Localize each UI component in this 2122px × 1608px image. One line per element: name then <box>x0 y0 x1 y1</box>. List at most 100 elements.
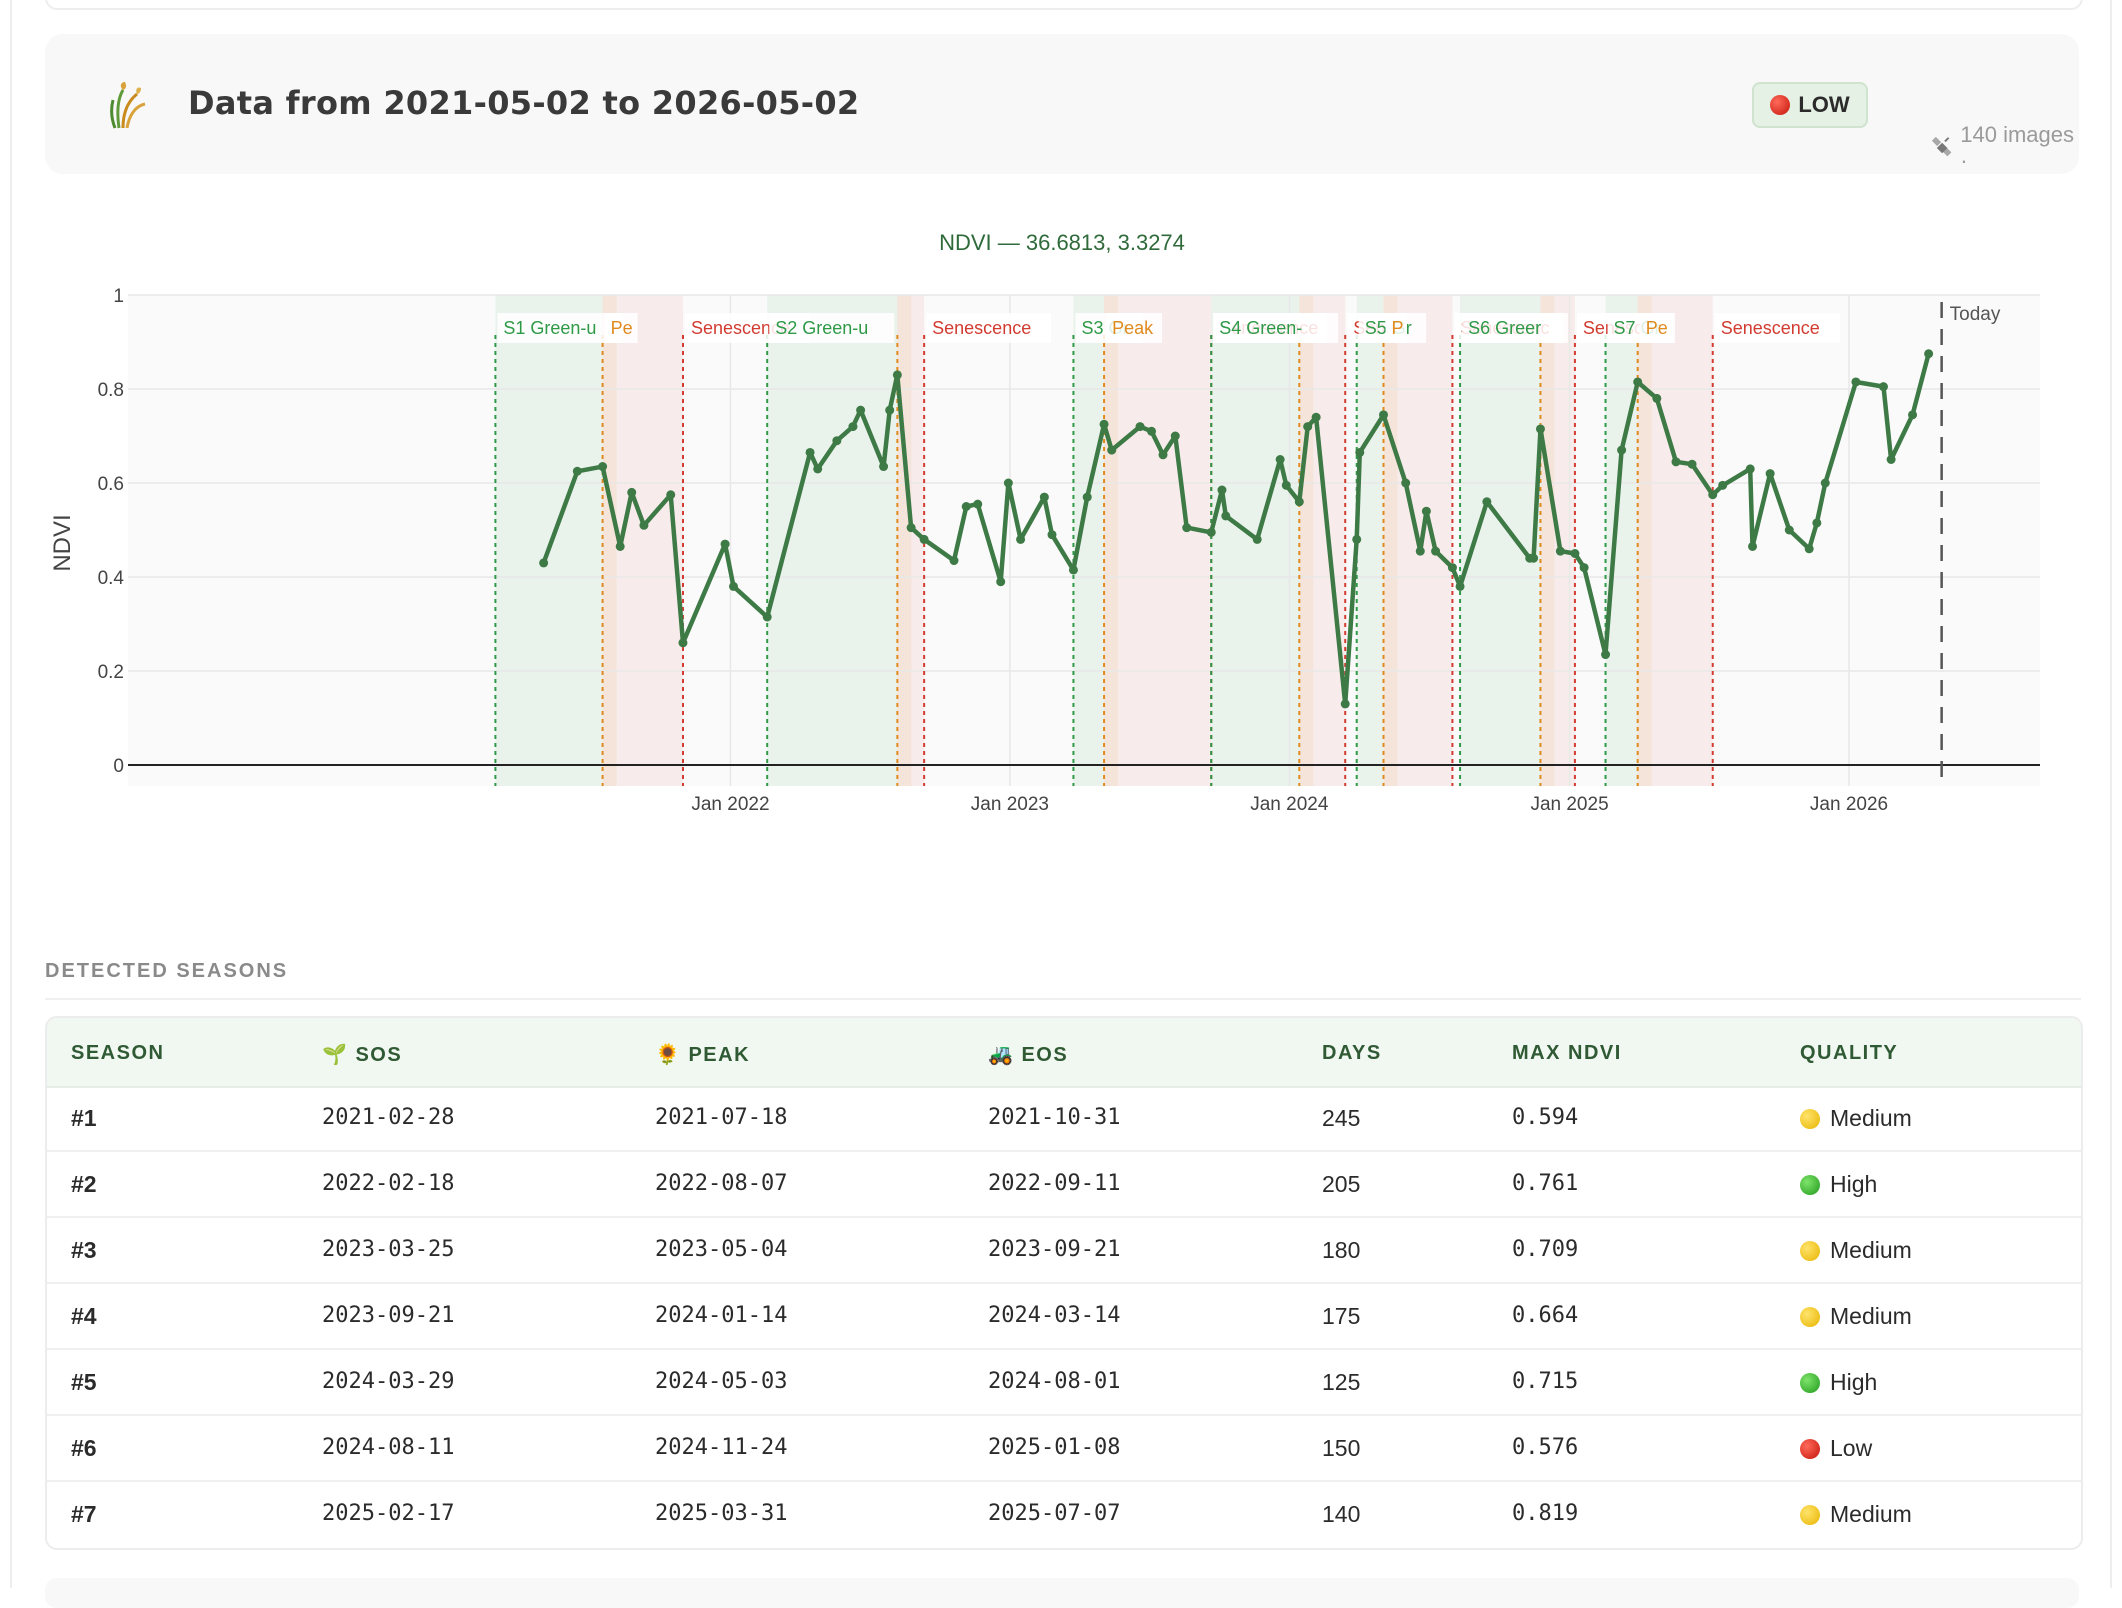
table-row: #3 2023-03-25 2023-05-04 2023-09-21 180 0.709… <box>47 1218 2081 1284</box>
ndvi-point <box>1252 534 1262 544</box>
ndvi-point <box>1107 445 1117 455</box>
ndvi-point <box>572 466 582 476</box>
page-right-border <box>2110 0 2112 1588</box>
ndvi-point <box>1687 459 1697 469</box>
quality-label: Low <box>1830 1435 1873 1461</box>
ndvi-point <box>1718 480 1728 490</box>
season-label-background <box>497 313 623 343</box>
ndvi-point <box>1281 480 1291 490</box>
ndvi-point <box>615 541 625 551</box>
season-label: Senescence <box>932 318 1031 338</box>
y-tick-label: 0.4 <box>98 568 125 589</box>
ndvi-series <box>539 349 1934 709</box>
green-up-band <box>495 295 603 786</box>
ndvi-point <box>1221 511 1231 521</box>
cell-quality: High <box>1800 1171 1877 1198</box>
cell-days: 180 <box>1322 1237 1361 1263</box>
cell-quality: High <box>1800 1369 1877 1396</box>
ndvi-point <box>1016 534 1026 544</box>
season-label: S6 Greer <box>1468 318 1541 338</box>
ndvi-point <box>1908 410 1918 420</box>
cell-sos: 2023-09-21 <box>322 1303 455 1328</box>
ndvi-point <box>1039 492 1049 502</box>
cell-sos: 2025-02-17 <box>322 1501 455 1526</box>
y-axis-label: NDVI <box>49 514 76 571</box>
cell-sos: 2022-02-18 <box>322 1171 455 1196</box>
seasons-table: SEASON 🌱 SOS 🌻 PEAK 🚜 EOS DAYS MAX NDVI … <box>45 1016 2083 1550</box>
quality-label: Medium <box>1830 1105 1912 1131</box>
y-tick-label: 0.6 <box>98 474 124 495</box>
chart-grid <box>128 294 2040 786</box>
quality-label: Medium <box>1830 1501 1912 1527</box>
images-count-label: 140 images · <box>1960 122 2075 173</box>
chart-axes: 0 0.2 0.4 0.6 0.8 1 Jan 2022 Jan 2023 Jan 2024 Ja… <box>98 286 2040 815</box>
cell-max-ndvi: 0.664 <box>1512 1303 1579 1328</box>
senescence-band <box>1299 295 1346 786</box>
ndvi-point <box>1431 546 1441 556</box>
cell-days: 125 <box>1322 1369 1361 1395</box>
table-row: #7 2025-02-17 2025-03-31 2025-07-07 140 0.819… <box>47 1482 2081 1546</box>
y-tick-label: 0.8 <box>98 380 124 401</box>
ndvi-point <box>1401 478 1411 488</box>
column-header-season: SEASON <box>71 1042 165 1064</box>
section-title: DETECTED SEASONS <box>45 960 289 982</box>
ndvi-point <box>879 462 889 472</box>
ndvi-point <box>666 490 676 500</box>
status-label: LOW <box>1798 92 1850 117</box>
x-tick-label: Jan 2025 <box>1530 794 1608 815</box>
ndvi-point <box>1820 478 1830 488</box>
ndvi-point <box>813 464 823 474</box>
peak-band <box>897 295 912 786</box>
peak-band <box>1383 295 1398 786</box>
table-header: SEASON 🌱 SOS 🌻 PEAK 🚜 EOS DAYS MAX NDVI … <box>47 1018 2081 1088</box>
x-tick-label: Jan 2024 <box>1250 794 1329 815</box>
ndvi-point <box>1924 349 1934 359</box>
status-badge: LOW <box>1752 82 1868 128</box>
season-label: S4 Green- <box>1219 318 1302 338</box>
ndvi-point <box>1579 563 1589 573</box>
cell-quality: Low <box>1800 1435 1872 1462</box>
season-label-background <box>1714 313 1840 343</box>
cell-max-ndvi: 0.819 <box>1512 1501 1579 1526</box>
ndvi-point <box>1812 518 1822 528</box>
cell-season: #2 <box>71 1171 97 1197</box>
green-up-band <box>1605 295 1638 786</box>
ndvi-point <box>1352 534 1362 544</box>
ndvi-point <box>1170 431 1180 441</box>
ndvi-point <box>627 487 637 497</box>
ndvi-point <box>832 436 842 446</box>
ndvi-point <box>1708 490 1718 500</box>
cell-quality: Medium <box>1800 1501 1912 1528</box>
quality-label: Medium <box>1830 1303 1912 1329</box>
ndvi-point <box>1804 544 1814 554</box>
season-label-background <box>604 313 638 343</box>
ndvi-point <box>1379 410 1389 420</box>
column-header-max-ndvi: MAX NDVI <box>1512 1042 1622 1064</box>
cell-days: 205 <box>1322 1171 1361 1197</box>
table-row: #1 2021-02-28 2021-07-18 2021-10-31 245 0.594… <box>47 1086 2081 1152</box>
ndvi-point <box>1082 492 1092 502</box>
quality-label: High <box>1830 1369 1878 1395</box>
page-title: Data from 2021-05-02 to 2026-05-02 <box>188 84 860 122</box>
season-label: S2 Green-u <box>775 318 868 338</box>
cell-season: #7 <box>71 1501 97 1527</box>
next-card-edge <box>45 1578 2079 1608</box>
ndvi-point <box>639 520 649 530</box>
ndvi-point <box>1447 563 1457 573</box>
ndvi-point <box>1206 527 1216 537</box>
yellow-circle-icon <box>1800 1504 1820 1525</box>
ndvi-point <box>1294 497 1304 507</box>
y-tick-label: 1 <box>113 286 124 307</box>
ndvi-point <box>1099 419 1109 429</box>
ndvi-point <box>1482 497 1492 507</box>
season-label: P <box>1392 318 1404 338</box>
table-row: #5 2024-03-29 2024-05-03 2024-08-01 125 0.715… <box>47 1350 2081 1416</box>
cell-max-ndvi: 0.761 <box>1512 1171 1579 1196</box>
previous-card-edge <box>45 0 2083 10</box>
yellow-circle-icon <box>1800 1306 1820 1327</box>
x-tick-label: Jan 2026 <box>1810 794 1888 815</box>
cell-peak: 2024-01-14 <box>655 1303 788 1328</box>
today-label: Today <box>1950 304 2001 325</box>
